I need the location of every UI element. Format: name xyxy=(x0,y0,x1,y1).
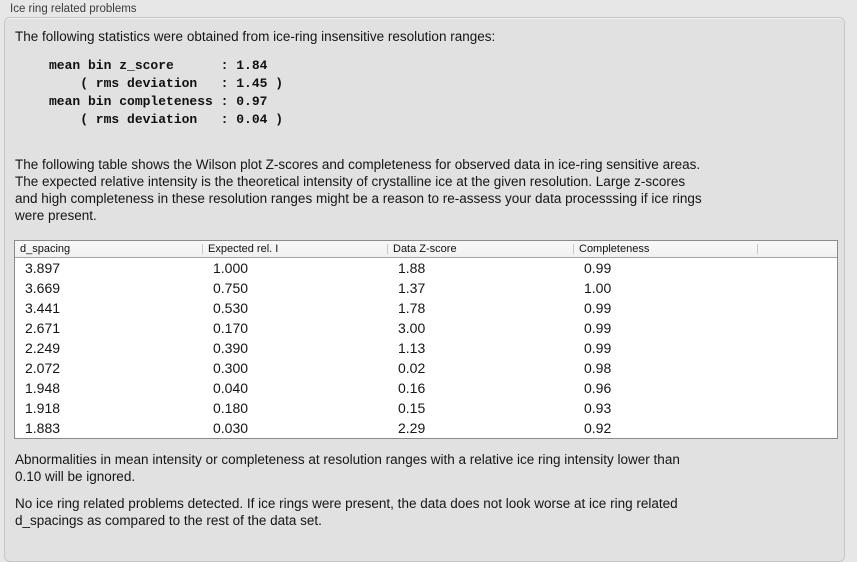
groupbox-title: Ice ring related problems xyxy=(10,3,137,15)
table-row[interactable]: 3.897 1.000 1.88 0.99 xyxy=(15,258,837,278)
column-header-spacer xyxy=(758,241,837,257)
table-cell xyxy=(758,298,837,318)
table-cell: 2.29 xyxy=(398,420,426,436)
table-cell: 0.93 xyxy=(584,400,612,416)
table-cell: 0.92 xyxy=(584,420,612,436)
ice-ring-panel: { "panel": { "title": "Ice ring related … xyxy=(4,3,845,562)
conclusion-text: No ice ring related problems detected. I… xyxy=(15,496,678,528)
table-cell: 3.669 xyxy=(25,280,61,296)
table-cell: 2.072 xyxy=(25,360,61,376)
ignore-note-text: Abnormalities in mean intensity or compl… xyxy=(15,452,680,484)
table-row[interactable]: 2.249 0.390 1.13 0.99 xyxy=(15,338,837,358)
table-cell: 3.00 xyxy=(398,320,426,336)
table-cell xyxy=(758,418,837,438)
table-header-row: d_spacing Expected rel. I Data Z-score C… xyxy=(15,241,837,258)
table-cell: 3.897 xyxy=(25,260,61,276)
table-cell: 0.170 xyxy=(213,320,249,336)
table-cell xyxy=(758,258,837,278)
table-cell: 2.249 xyxy=(25,340,61,356)
table-body: 3.897 1.000 1.88 0.99 3.669 0.750 1.37 1.00 3.44… xyxy=(15,258,837,438)
stats-summary-block: mean bin z_score : 1.84 ( rms deviation … xyxy=(49,58,284,127)
table-row[interactable]: 2.072 0.300 0.02 0.98 xyxy=(15,358,837,378)
table-row[interactable]: 1.948 0.040 0.16 0.96 xyxy=(15,378,837,398)
table-cell: 1.37 xyxy=(398,280,426,296)
table-row[interactable]: 3.669 0.750 1.37 1.00 xyxy=(15,278,837,298)
table-cell: 0.99 xyxy=(584,300,612,316)
table-cell: 0.98 xyxy=(584,360,612,376)
table-cell: 3.441 xyxy=(25,300,61,316)
table-cell: 0.530 xyxy=(213,300,249,316)
table-cell: 0.300 xyxy=(213,360,249,376)
column-header-d-spacing[interactable]: d_spacing xyxy=(15,241,203,257)
table-description-text: The following table shows the Wilson plo… xyxy=(15,157,702,223)
table-cell: 0.16 xyxy=(398,380,426,396)
table-cell: 1.88 xyxy=(398,260,426,276)
table-cell xyxy=(758,318,837,338)
table-cell: 1.948 xyxy=(25,380,61,396)
table-cell xyxy=(758,278,837,298)
table-cell: 0.15 xyxy=(398,400,426,416)
table-cell: 0.99 xyxy=(584,340,612,356)
table-cell: 0.030 xyxy=(213,420,249,436)
table-cell: 1.13 xyxy=(398,340,426,356)
ice-ring-groupbox: The following statistics were obtained f… xyxy=(4,17,845,562)
table-cell: 0.96 xyxy=(584,380,612,396)
table-row[interactable]: 3.441 0.530 1.78 0.99 xyxy=(15,298,837,318)
ice-ring-table: d_spacing Expected rel. I Data Z-score C… xyxy=(14,240,838,439)
column-header-data-z-score[interactable]: Data Z-score xyxy=(388,241,574,257)
table-cell: 0.99 xyxy=(584,260,612,276)
table-cell xyxy=(758,338,837,358)
table-cell: 1.00 xyxy=(584,280,612,296)
table-row[interactable]: 1.918 0.180 0.15 0.93 xyxy=(15,398,837,418)
table-cell: 1.918 xyxy=(25,400,61,416)
column-header-completeness[interactable]: Completeness xyxy=(574,241,758,257)
column-header-expected-rel-i[interactable]: Expected rel. I xyxy=(203,241,388,257)
intro-text: The following statistics were obtained f… xyxy=(15,29,496,44)
table-cell: 1.883 xyxy=(25,420,61,436)
table-row[interactable]: 2.671 0.170 3.00 0.99 xyxy=(15,318,837,338)
table-cell: 0.390 xyxy=(213,340,249,356)
table-cell: 0.040 xyxy=(213,380,249,396)
table-cell xyxy=(758,398,837,418)
table-cell: 0.02 xyxy=(398,360,426,376)
table-cell: 0.750 xyxy=(213,280,249,296)
table-row[interactable]: 1.883 0.030 2.29 0.92 xyxy=(15,418,837,438)
table-cell: 0.99 xyxy=(584,320,612,336)
table-cell xyxy=(758,358,837,378)
table-cell: 1.78 xyxy=(398,300,426,316)
table-cell: 0.180 xyxy=(213,400,249,416)
table-cell: 2.671 xyxy=(25,320,61,336)
table-cell: 1.000 xyxy=(213,260,249,276)
table-cell xyxy=(758,378,837,398)
